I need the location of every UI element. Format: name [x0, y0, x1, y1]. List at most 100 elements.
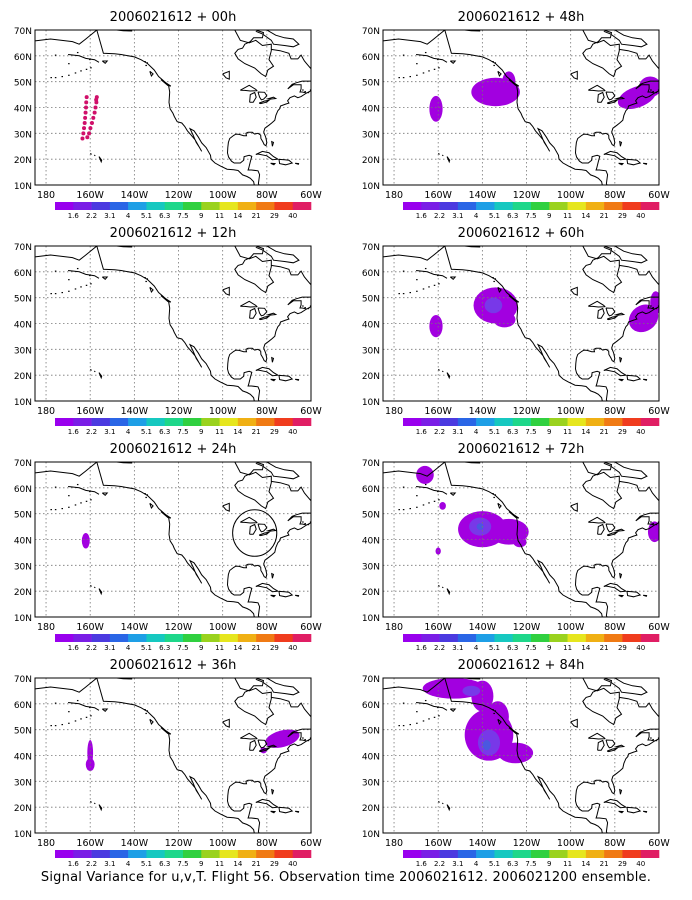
colorbar-segment [91, 634, 111, 642]
island [619, 140, 623, 147]
colorbar-segment [585, 418, 605, 426]
colorbar-label: 3.1 [452, 212, 463, 220]
island-dot [650, 89, 652, 91]
great-lake [240, 300, 258, 308]
island [437, 153, 440, 155]
coastline [287, 80, 311, 94]
island-dot [428, 70, 430, 72]
island-dot [90, 67, 92, 69]
island [603, 582, 628, 593]
colorbar-label: 6.3 [507, 644, 518, 652]
lat-label: 40N [14, 104, 32, 114]
lon-label: 120W [165, 622, 193, 633]
island-dot [54, 725, 57, 727]
island-dot [54, 702, 57, 704]
colorbar-segment [256, 418, 275, 426]
lon-label: 80W [256, 190, 278, 201]
colorbar-segment [567, 418, 587, 426]
coastline [416, 270, 448, 279]
island-dot [655, 740, 658, 742]
coastline [582, 678, 623, 726]
island [294, 378, 300, 381]
colorbar-segment [494, 202, 514, 210]
island-dot [433, 68, 436, 70]
observation-point [89, 121, 94, 125]
colorbar-segment [183, 850, 202, 858]
island-dot [54, 54, 57, 56]
island [508, 79, 520, 87]
colorbar-segment [640, 418, 660, 426]
island-dot [309, 89, 311, 91]
coastline [287, 728, 311, 742]
great-lake [597, 523, 605, 535]
island [497, 718, 502, 726]
island-dot [54, 509, 57, 511]
variance-contour [439, 502, 446, 510]
island-dot [61, 507, 63, 510]
observation-point [84, 105, 89, 110]
observation-point [84, 95, 89, 100]
island [626, 374, 642, 382]
lat-label: 70N [14, 459, 32, 469]
colorbar-segment [183, 418, 202, 426]
colorbar-segment [512, 202, 532, 210]
island-dot [90, 715, 92, 717]
island [98, 156, 103, 164]
great-lake [249, 307, 257, 319]
coastline [35, 678, 255, 833]
island [149, 70, 154, 78]
lat-label: 20N [362, 804, 380, 814]
colorbar-label: 6.3 [507, 428, 518, 436]
island-dot [74, 72, 77, 74]
great-lake [257, 523, 268, 533]
lat-label: 20N [362, 372, 380, 382]
island [603, 150, 628, 161]
island-dot [85, 284, 88, 286]
island [278, 590, 294, 598]
colorbar-label: 40 [288, 644, 297, 652]
map-panel-p60: 2006021612 + 60h 70N 60N 50N 40N 30N 20N 10N 180… [362, 226, 671, 436]
great-lake [615, 312, 626, 316]
coastline [416, 486, 448, 495]
colorbar-segment [237, 418, 257, 426]
island-dot [424, 51, 427, 54]
island [149, 502, 154, 510]
lat-label: 60N [14, 485, 32, 495]
lon-label: 160W [76, 406, 104, 417]
map-panel-p24: 2006021612 + 24h 70N 60N 50N 40N 30N 20N 10N 180… [14, 442, 323, 652]
variance-contour [647, 521, 659, 543]
colorbar-label: 11 [215, 428, 224, 436]
island-dot [80, 70, 82, 72]
great-lake [615, 96, 626, 100]
island [160, 295, 172, 303]
great-lake [222, 70, 230, 80]
island [278, 806, 294, 814]
lon-label: 80W [256, 406, 278, 417]
island-dot [68, 290, 70, 292]
coastline [287, 512, 311, 526]
colorbar-segment [439, 418, 459, 426]
great-lake [605, 523, 616, 533]
variance-contour [429, 314, 443, 338]
island-dot [422, 288, 425, 290]
colorbar-segment [457, 418, 477, 426]
colorbar-segment [201, 634, 220, 642]
lat-label: 20N [14, 156, 32, 166]
panel-plot-area [383, 462, 659, 617]
panel-frame [382, 461, 660, 618]
lon-label: 120W [513, 838, 541, 849]
island [149, 718, 154, 726]
island [101, 276, 109, 280]
colorbar-segment [476, 418, 495, 426]
island-dot [409, 507, 411, 510]
colorbar-label: 11 [215, 860, 224, 868]
colorbar-label: 29 [270, 428, 279, 436]
colorbar-segment [585, 634, 605, 642]
island-dot [74, 720, 77, 722]
colorbar-label: 6.3 [507, 860, 518, 868]
island [98, 804, 103, 812]
island [619, 572, 623, 579]
great-lake [222, 718, 230, 728]
colorbar-segment [109, 634, 129, 642]
panel-plot-area [35, 678, 311, 833]
